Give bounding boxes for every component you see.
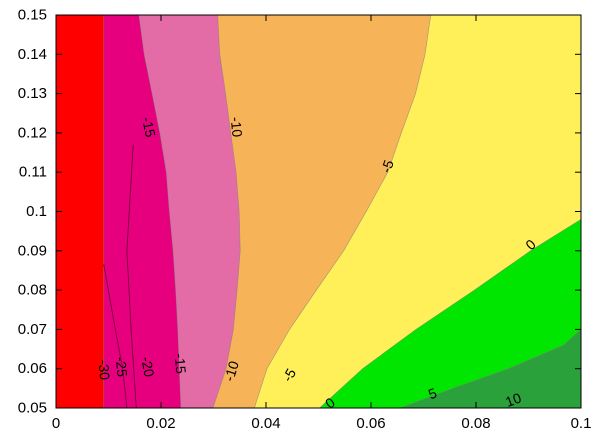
contour-label-2: -5 — [378, 158, 397, 175]
contour-label-7: -15 — [172, 353, 190, 375]
y-tick-label-10: 0.15 — [18, 7, 47, 24]
y-tick-label-4: 0.09 — [18, 242, 47, 259]
contour-label-1: -10 — [228, 116, 246, 138]
contour-label-6: -20 — [138, 355, 157, 378]
axis-ticks: 0 0.02 0.04 0.06 0.08 0.1 0.05 0.06 0.07 0.08 0.09… — [18, 7, 591, 433]
y-tick-label-1: 0.06 — [18, 360, 47, 377]
y-tick-label-3: 0.08 — [18, 282, 47, 299]
x-tick-label-4: 0.08 — [461, 415, 490, 432]
y-tick-label-9: 0.14 — [18, 46, 47, 63]
y-tick-label-0: 0.05 — [18, 400, 47, 417]
x-tick-label-0: 0 — [52, 415, 60, 432]
y-tick-label-2: 0.07 — [18, 321, 47, 338]
contour-lines — [103, 144, 137, 409]
contour-label-0: -15 — [139, 115, 159, 138]
x-tick-label-5: 0.1 — [571, 415, 591, 432]
x-tick-label-3: 0.06 — [356, 415, 385, 432]
contour-label-12: 10 — [503, 389, 523, 409]
x-tick-label-2: 0.04 — [251, 415, 280, 432]
contour-label-4: -30 — [96, 359, 113, 381]
y-tick-label-7: 0.12 — [18, 124, 47, 141]
contour-line--25 — [103, 264, 128, 409]
contour-line--20 — [126, 144, 137, 409]
y-tick-label-8: 0.13 — [18, 85, 47, 102]
contour-bands — [55, 14, 582, 409]
contour-band-0 — [55, 14, 105, 409]
contour-label-8: -10 — [221, 359, 242, 383]
x-tick-label-1: 0.02 — [146, 415, 175, 432]
contour-label-5: -25 — [113, 356, 131, 378]
y-tick-label-6: 0.11 — [19, 164, 47, 181]
y-tick-label-5: 0.1 — [26, 203, 47, 220]
